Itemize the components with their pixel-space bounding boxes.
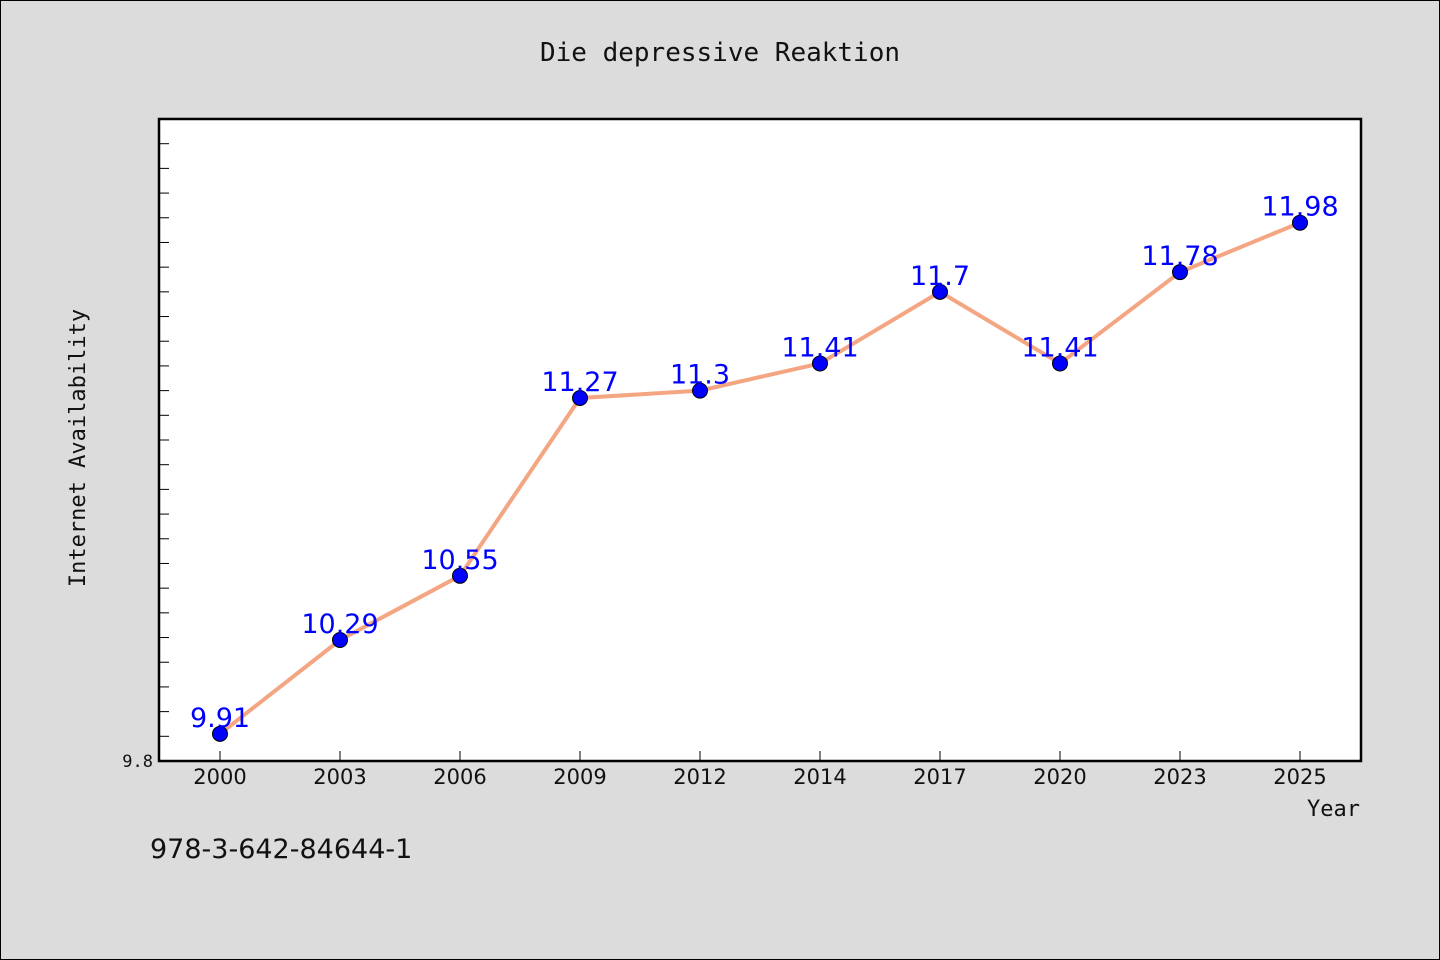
data-point [332,632,348,649]
data-label: 11.7 [910,261,970,292]
x-tick-label: 2000 [193,765,246,789]
x-tick-label: 2006 [433,765,486,789]
x-axis-label: Year [1307,797,1360,822]
y-axis: 9.8 [122,143,169,772]
data-point [572,390,588,407]
data-point [452,567,468,584]
x-tick-label: 2017 [913,765,966,789]
data-label: 11.98 [1261,192,1338,223]
data-point [692,382,708,399]
data-label: 11.3 [670,360,730,391]
x-tick-label: 2020 [1033,765,1086,789]
data-label: 9.91 [190,703,250,734]
plot-area [157,117,1363,763]
data-point [1292,214,1308,231]
x-tick-label: 2023 [1153,765,1206,789]
x-tick-label: 2014 [793,765,846,789]
isbn-footer: 978-3-642-84644-1 [150,834,413,865]
data-point [1052,355,1068,372]
series-layer: 9.91 10.29 10.55 11.27 11.3 11.41 11.7 11.41 11.… [190,192,1339,742]
x-tick-label: 2012 [673,765,726,789]
y-axis-label: Internet Availability [66,309,91,587]
x-tick-label: 2009 [553,765,606,789]
x-tick-label: 2003 [313,765,366,789]
y-tick-label: 9.8 [122,752,153,772]
data-point [812,355,828,372]
x-axis: 2000 2003 2006 2009 2012 2014 2017 2020 2023 2025 [193,751,1327,789]
data-label: 11.27 [541,367,618,398]
data-point [932,283,948,300]
series-line [218,220,1301,736]
chart-title: Die depressive Reaktion [540,38,900,68]
data-label: 11.41 [1021,332,1098,363]
data-point [1172,264,1188,281]
x-tick-label: 2025 [1273,765,1326,789]
data-point [212,725,228,742]
data-label: 11.78 [1141,241,1218,272]
data-label: 10.29 [301,609,378,640]
data-label: 10.55 [421,545,498,576]
data-label: 11.41 [781,332,858,363]
